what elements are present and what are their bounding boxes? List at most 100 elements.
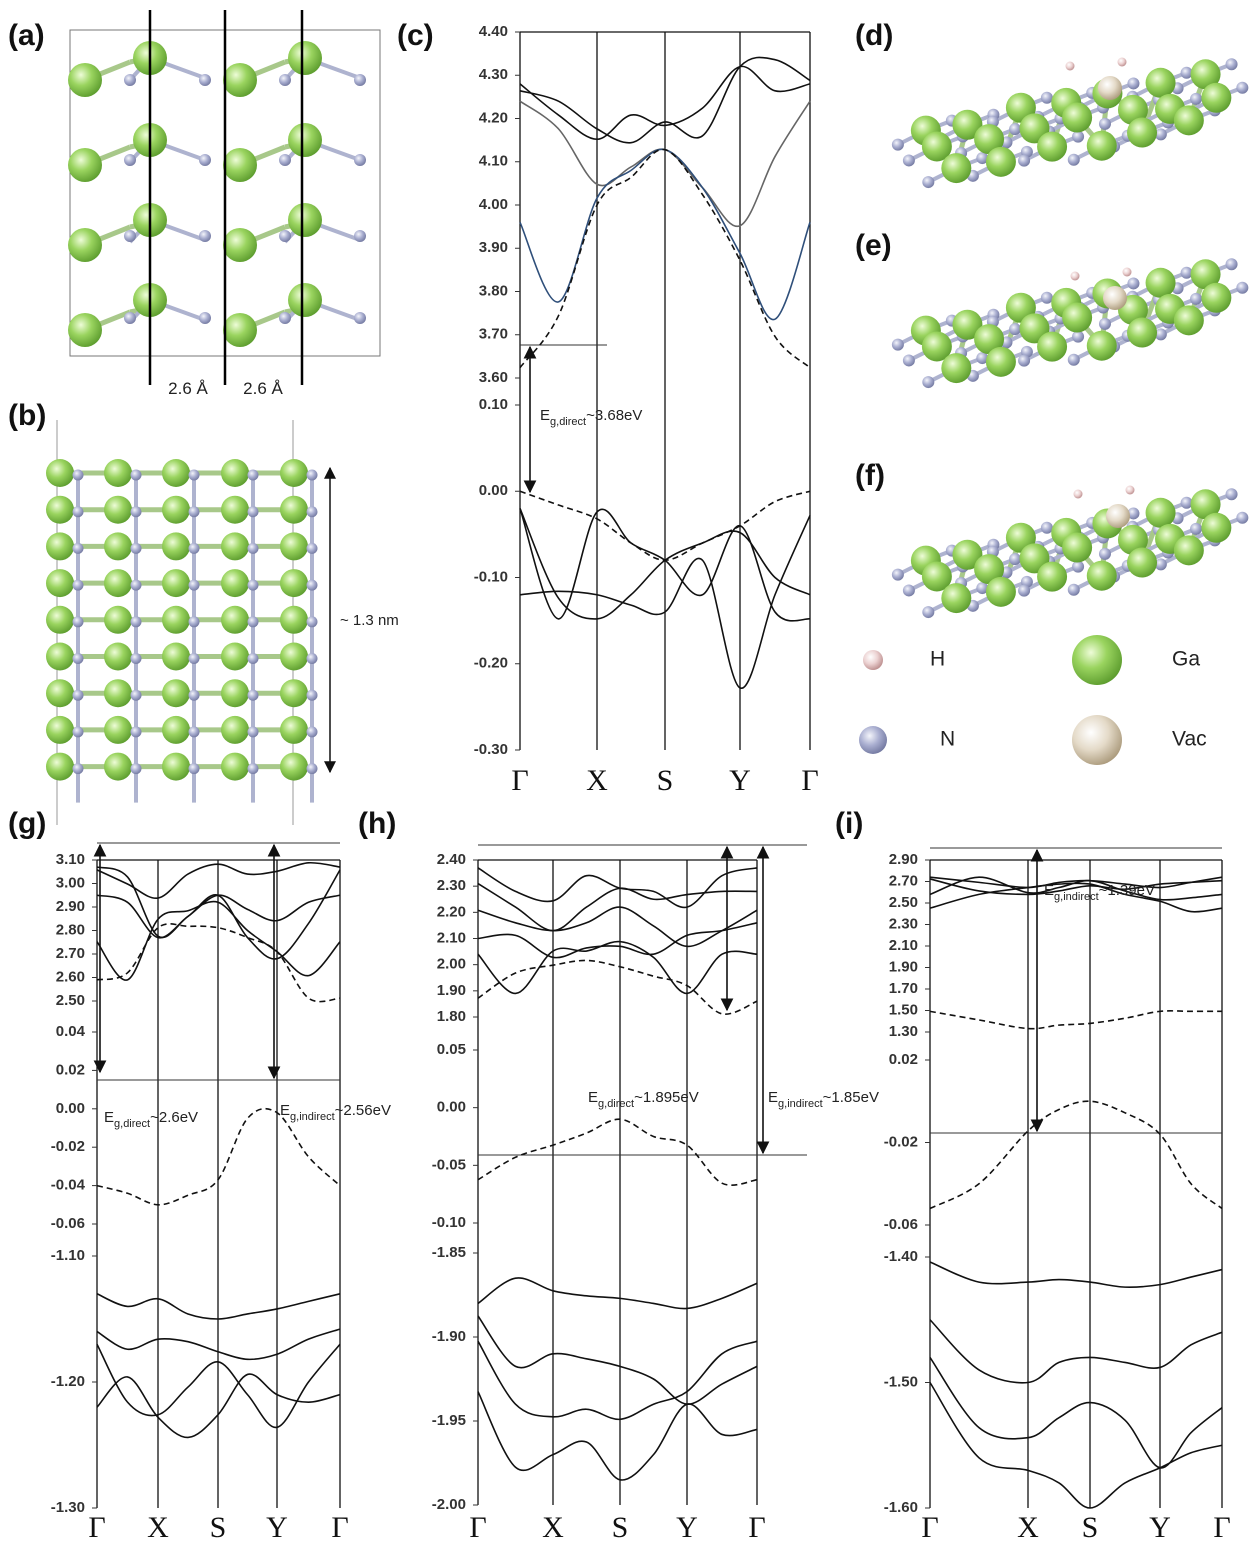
atom [1126, 486, 1135, 495]
legend-label: N [940, 728, 955, 751]
k-label: Y [729, 764, 751, 797]
atom [104, 459, 132, 487]
panel-label: (i) [835, 807, 863, 840]
y-tick-label: 1.90 [889, 958, 918, 975]
atom [124, 230, 136, 242]
k-label: Γ [801, 764, 818, 797]
atom [1068, 584, 1080, 596]
atom [1087, 331, 1117, 361]
atom [986, 577, 1016, 607]
atom [73, 690, 84, 701]
atom [104, 496, 132, 524]
atom [1009, 123, 1021, 135]
atom [1009, 553, 1021, 565]
atom [248, 543, 259, 554]
atom [189, 763, 200, 774]
gap-symbol: E [768, 1089, 778, 1106]
atom [288, 283, 322, 317]
atom [73, 726, 84, 737]
y-tick-label: -1.95 [432, 1412, 466, 1429]
atom [941, 353, 971, 383]
atom [221, 643, 249, 671]
atom [1041, 292, 1053, 304]
atom [73, 506, 84, 517]
y-tick-label: 0.10 [479, 396, 508, 413]
atom [248, 580, 259, 591]
figure: 2.6 Å2.6 Å~ 1.3 nm(d)(e)(f)HGaNVac(a)(b)… [0, 0, 1253, 1546]
atom [280, 532, 308, 560]
atom [1146, 498, 1176, 528]
y-tick-label: -0.02 [51, 1138, 85, 1155]
y-tick-label: -0.05 [432, 1156, 466, 1173]
atom [354, 230, 366, 242]
y-tick-label: 4.20 [479, 109, 508, 126]
atom [68, 148, 102, 182]
y-tick-label: 1.90 [437, 982, 466, 999]
y-tick-label: 3.90 [479, 239, 508, 256]
atom [1236, 512, 1248, 524]
atom [162, 716, 190, 744]
atom [46, 643, 74, 671]
atom [307, 653, 318, 664]
atom [280, 459, 308, 487]
gap-annotation: Eg,indirect~1.85eV [768, 1089, 879, 1110]
atom [863, 650, 883, 670]
k-label: X [586, 764, 608, 797]
atom [892, 339, 904, 351]
y-tick-label: 4.30 [479, 66, 508, 83]
atom [1098, 76, 1122, 100]
atom [1041, 522, 1053, 534]
atom [1062, 303, 1092, 333]
atom [221, 606, 249, 634]
atom [223, 228, 257, 262]
atom [1236, 282, 1248, 294]
band-curve [478, 1119, 757, 1185]
band-curve [930, 1320, 1222, 1383]
atom [124, 154, 136, 166]
atom [223, 63, 257, 97]
atom [104, 679, 132, 707]
atom [892, 569, 904, 581]
gap-value: ~1.39eV [1099, 882, 1155, 899]
legend-label: H [930, 648, 945, 671]
atom [162, 532, 190, 560]
band-curve [478, 868, 757, 908]
y-tick-label: 0.00 [437, 1099, 466, 1116]
k-label: Y [1149, 1511, 1171, 1544]
atom [199, 230, 211, 242]
y-tick-label: 0.02 [56, 1061, 85, 1078]
atom [73, 543, 84, 554]
atom [162, 606, 190, 634]
y-tick-label: 2.20 [437, 903, 466, 920]
atom [1226, 58, 1238, 70]
y-tick-label: 2.70 [889, 872, 918, 889]
atom [941, 583, 971, 613]
atom [189, 616, 200, 627]
atom [189, 506, 200, 517]
atom [1127, 318, 1157, 348]
atom [248, 470, 259, 481]
atom [307, 616, 318, 627]
atom [354, 154, 366, 166]
band-curve [478, 942, 757, 994]
atom [280, 679, 308, 707]
atom [162, 496, 190, 524]
atom [1072, 715, 1122, 765]
atom [131, 653, 142, 664]
gap-subscript: g,direct [114, 1118, 150, 1130]
gap-subscript: g,direct [550, 416, 586, 428]
atom [859, 726, 887, 754]
gap-annotation: Eg,direct~2.6eV [104, 1109, 198, 1130]
atom [1106, 504, 1130, 528]
gap-symbol: E [540, 407, 550, 424]
panel-label: (h) [358, 807, 396, 840]
band-curve [930, 1101, 1222, 1208]
atom [903, 354, 915, 366]
atom [1146, 268, 1176, 298]
atom [68, 313, 102, 347]
atom [1062, 533, 1092, 563]
atom [280, 569, 308, 597]
atom [1037, 132, 1067, 162]
atom [104, 753, 132, 781]
k-label: S [612, 1511, 629, 1544]
